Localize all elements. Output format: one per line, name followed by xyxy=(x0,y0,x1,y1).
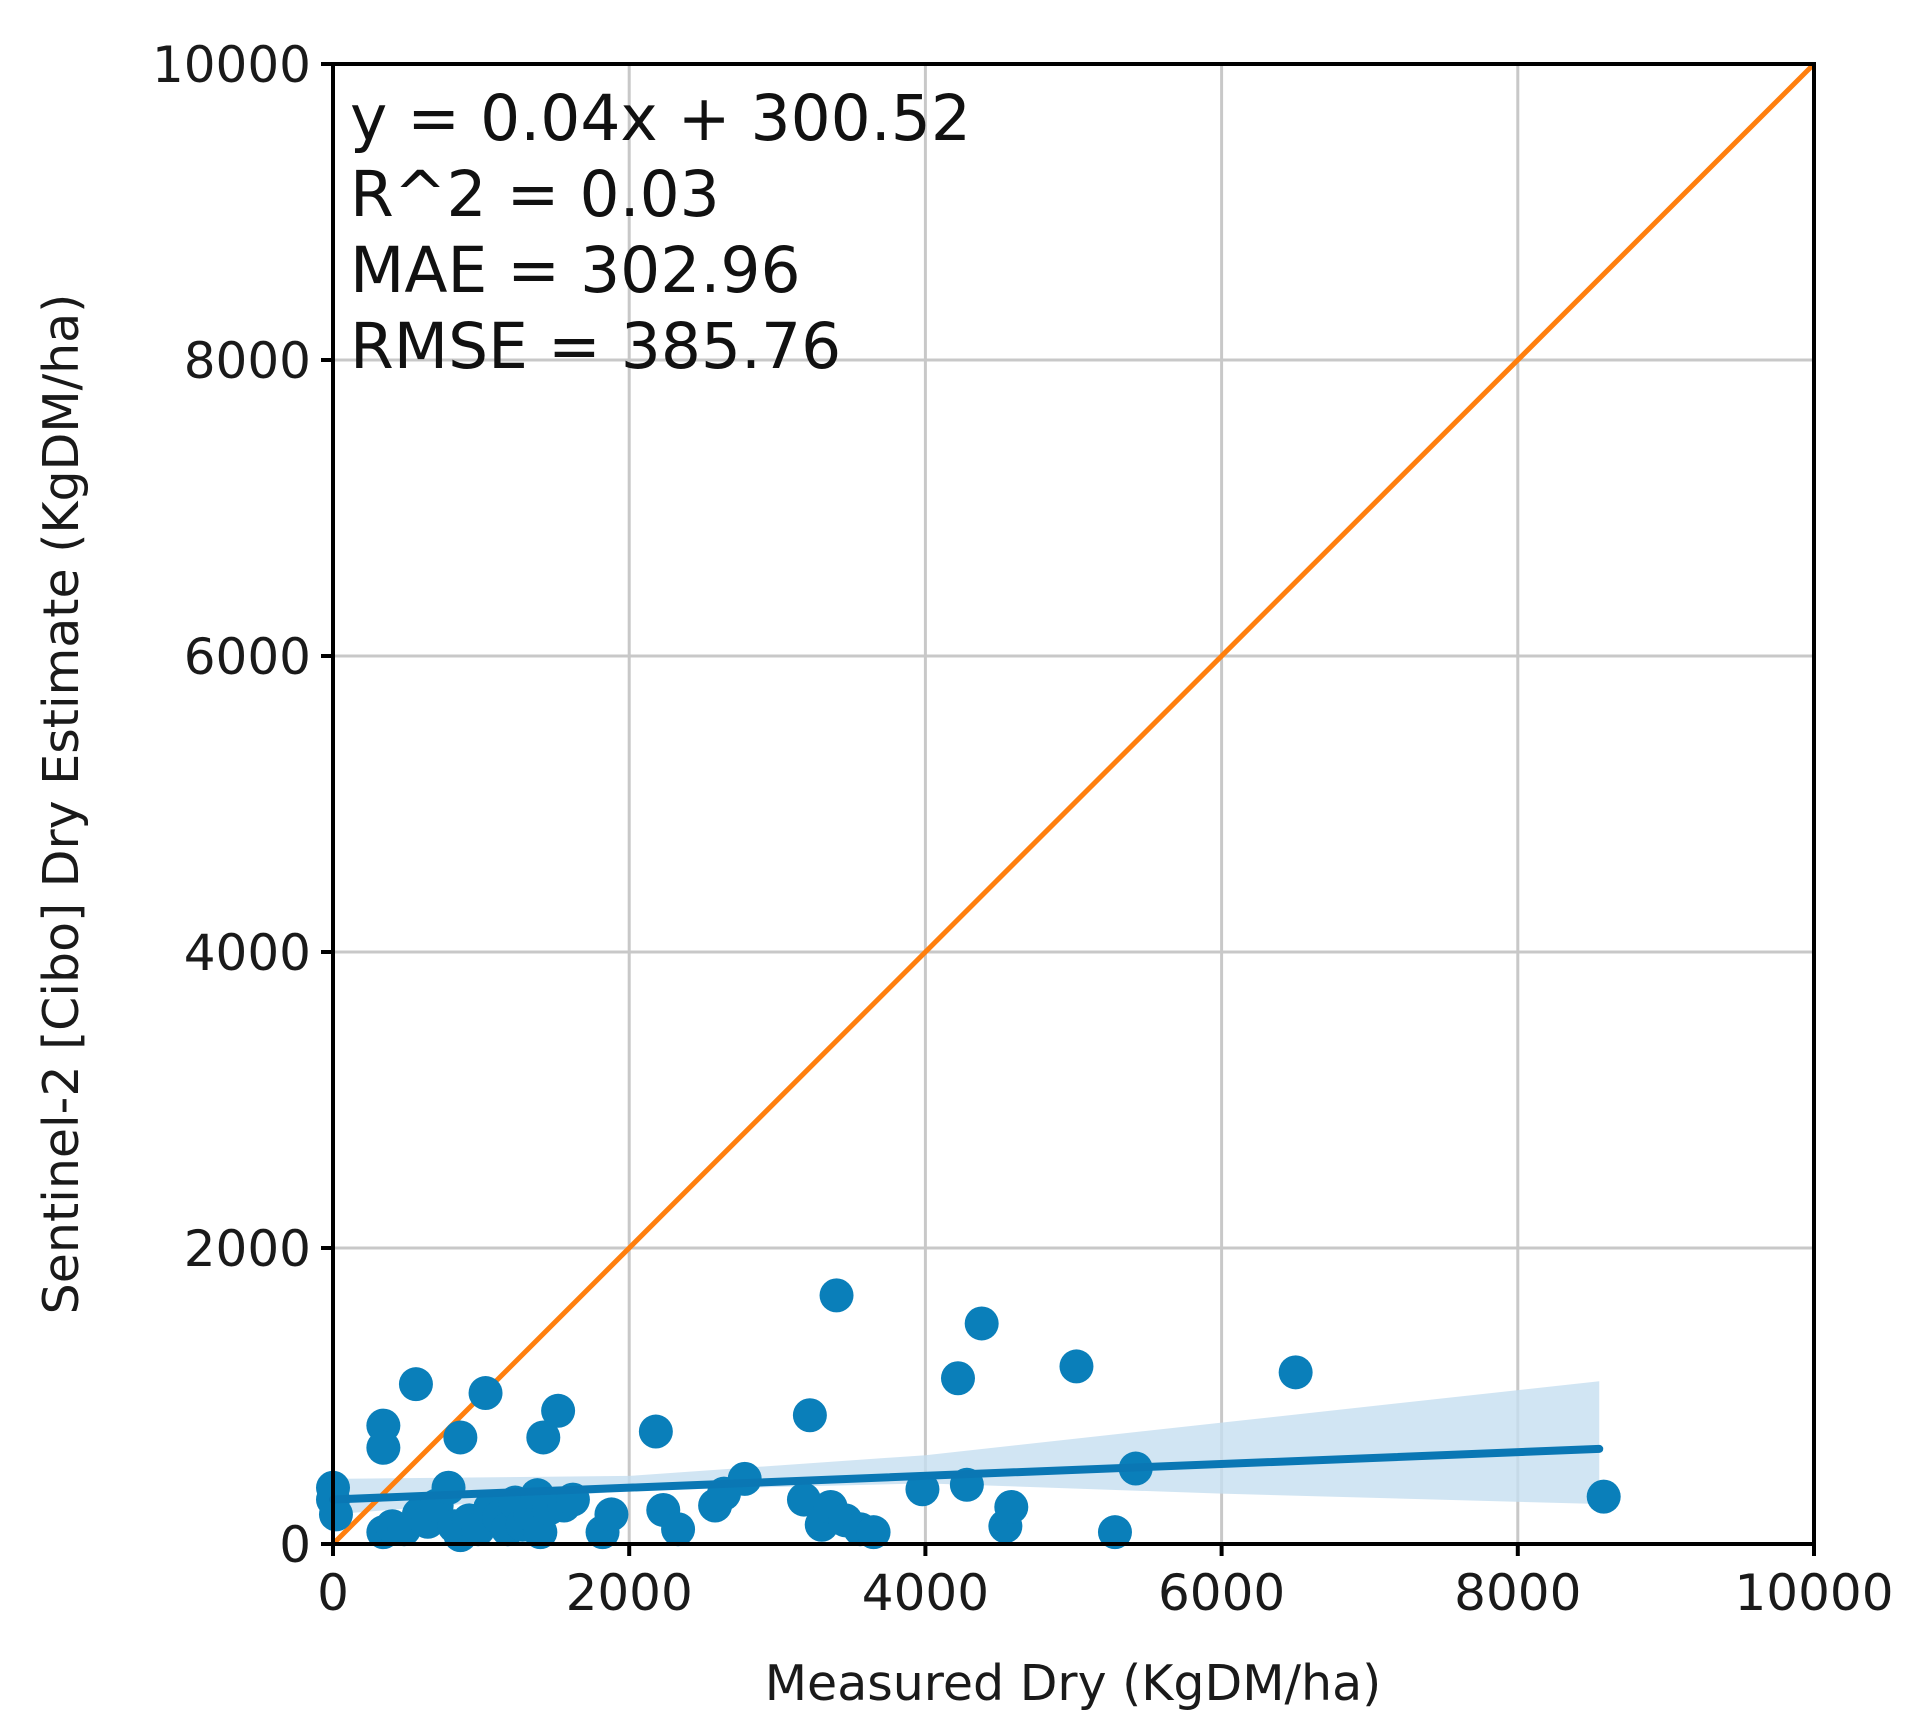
confidence-band-layer xyxy=(333,1381,1600,1515)
regression-line xyxy=(329,1444,1604,1504)
data-point xyxy=(594,1497,629,1532)
x-tick-label: 0 xyxy=(317,1564,349,1622)
axis-ticks: 0 2000 4000 6000 8000 10000 0 2000 4000 6000 8000 1… xyxy=(152,36,1894,1622)
x-tick-label: 6000 xyxy=(1158,1564,1285,1622)
data-point xyxy=(964,1306,999,1341)
data-point xyxy=(856,1515,891,1550)
y-axis-label: Sentinel-2 [Cibo] Dry Estimate (KgDM/ha) xyxy=(33,294,90,1315)
data-point xyxy=(940,1361,975,1396)
confidence-band xyxy=(333,1381,1600,1515)
data-point xyxy=(819,1278,854,1313)
annotation-line: MAE = 302.96 xyxy=(350,234,801,307)
data-point xyxy=(366,1430,401,1465)
y-tick-label: 0 xyxy=(279,1516,311,1574)
x-tick-label: 8000 xyxy=(1454,1564,1581,1622)
annotation-line: y = 0.04x + 300.52 xyxy=(350,82,971,155)
annotation-line: RMSE = 385.76 xyxy=(350,310,841,383)
y-tick-label: 2000 xyxy=(184,1220,311,1278)
identity-line-layer xyxy=(331,62,1816,1546)
plot-frame xyxy=(331,62,1816,1546)
data-point xyxy=(468,1376,503,1411)
data-point xyxy=(1059,1349,1094,1384)
y-tick-label: 10000 xyxy=(152,36,311,94)
data-point xyxy=(661,1512,696,1547)
y-tick-label: 8000 xyxy=(184,332,311,390)
x-tick-label: 4000 xyxy=(862,1564,989,1622)
identity-line xyxy=(331,62,1816,1546)
data-point xyxy=(1586,1479,1621,1514)
data-point xyxy=(541,1393,576,1428)
data-point xyxy=(318,1497,353,1532)
fit-line-layer xyxy=(329,1444,1604,1504)
data-point xyxy=(792,1398,827,1433)
data-point xyxy=(431,1470,466,1505)
data-point xyxy=(905,1472,940,1507)
y-tick-label: 4000 xyxy=(184,924,311,982)
data-point xyxy=(994,1490,1029,1524)
data-point xyxy=(638,1414,673,1449)
y-tick-label: 6000 xyxy=(184,628,311,686)
data-point xyxy=(398,1367,433,1402)
x-tick-label: 2000 xyxy=(566,1564,693,1622)
data-point xyxy=(1097,1515,1132,1550)
data-point xyxy=(786,1482,821,1517)
data-point xyxy=(526,1420,561,1455)
data-point xyxy=(1278,1355,1313,1390)
x-tick-label: 10000 xyxy=(1734,1564,1893,1622)
x-axis-label: Measured Dry (KgDM/ha) xyxy=(765,1655,1381,1712)
data-point xyxy=(443,1420,478,1455)
annotation-line: R^2 = 0.03 xyxy=(350,158,720,231)
